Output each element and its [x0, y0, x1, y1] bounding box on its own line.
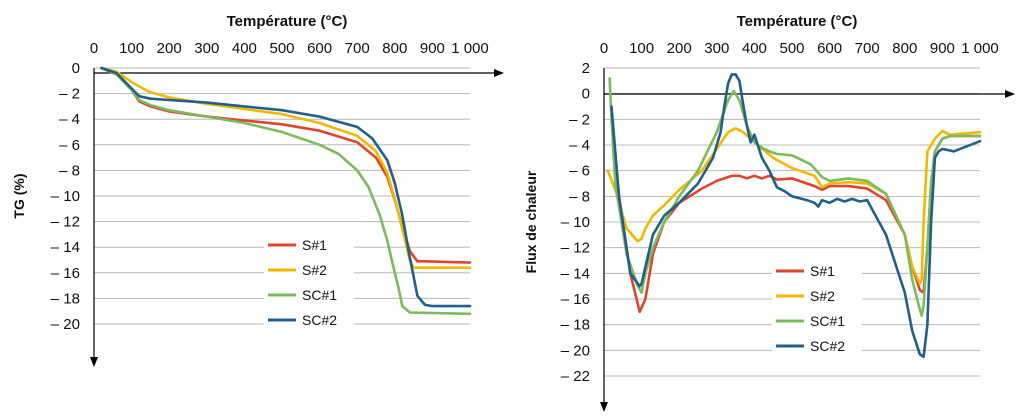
tg-series-line [100, 66, 472, 308]
tg-legend-label: SC#1 [302, 287, 337, 303]
tg-legend-bg [264, 235, 354, 255]
flux-x-tick-label: 0 [600, 40, 608, 57]
tg-y-tick-label: – 2 [59, 86, 80, 103]
tg-y-axis-arrow [90, 357, 98, 367]
flux-x-tick-label: 900 [930, 40, 955, 57]
flux-y-axis-label: Flux de chaleur [523, 170, 539, 273]
flux-legend-label: S#2 [810, 288, 835, 304]
tg-x-tick-label: 1 000 [451, 40, 489, 57]
tg-series-line [100, 66, 472, 316]
tg-legend-label: S#2 [302, 262, 327, 278]
flux-x-tick-label: 700 [855, 40, 880, 57]
tg-x-tick-label: 900 [420, 40, 445, 57]
tg-y-tick-label: – 18 [51, 290, 80, 307]
flux-legend-bg [772, 261, 862, 281]
flux-y-tick-label: 0 [582, 86, 590, 103]
tg-y-tick-label: – 20 [51, 316, 80, 333]
tg-y-tick-label: – 6 [59, 137, 80, 154]
tg-x-tick-label: 600 [307, 40, 332, 57]
flux-legend-bg [772, 286, 862, 306]
tg-legend: S#1 S#2 SC#1 SC#2 [264, 235, 354, 330]
tg-x-tick-label: 0 [90, 40, 98, 57]
flux-y-tick-label: – 8 [569, 188, 590, 205]
tg-x-tick-label: 100 [119, 40, 144, 57]
tg-y-tick-label: – 10 [51, 188, 80, 205]
tg-legend-bg [264, 285, 354, 305]
flux-y-tick-label: – 22 [561, 368, 590, 385]
flux-y-tick-label: – 10 [561, 214, 590, 231]
tg-y-tick-label: – 16 [51, 265, 80, 282]
flux-x-tick-label: 400 [742, 40, 767, 57]
flux-series-line [608, 77, 982, 318]
flux-y-tick-label: – 6 [569, 163, 590, 180]
flux-legend-bg [772, 336, 862, 356]
tg-chart-title: Température (°C) [227, 13, 348, 30]
tg-y-tick-label: – 12 [51, 214, 80, 231]
flux-y-tick-label: – 14 [561, 265, 590, 282]
flux-x-axis-arrow [1005, 90, 1015, 98]
tg-x-tick-label: 800 [382, 40, 407, 57]
flux-x-tick-label: 600 [817, 40, 842, 57]
tg-chart: 0 100 200 300 400 500 600 700 800 900 1 000 0 – 2 – 4… [11, 13, 504, 367]
flux-legend-label: SC#1 [810, 313, 845, 329]
flux-legend-bg [772, 311, 862, 331]
flux-x-tick-label: 200 [667, 40, 692, 57]
flux-x-tick-label: 500 [779, 40, 804, 57]
tg-y-tick-label: 0 [72, 60, 80, 77]
tg-x-tick-label: 500 [269, 40, 294, 57]
flux-y-tick-label: – 16 [561, 291, 590, 308]
flux-legend-label: SC#2 [810, 338, 845, 354]
tg-y-axis-label: TG (%) [11, 173, 27, 218]
flux-y-tick-label: – 18 [561, 317, 590, 334]
flux-legend: S#1 S#2 SC#1 SC#2 [772, 261, 862, 356]
tg-y-tick-label: – 14 [51, 239, 80, 256]
flux-x-tick-label: 300 [704, 40, 729, 57]
tg-x-axis-arrow [494, 69, 504, 77]
flux-x-tick-label: 1 000 [961, 40, 999, 57]
flux-series-line [606, 127, 982, 285]
flux-series-line [610, 73, 982, 359]
tg-x-tick-label: 400 [232, 40, 257, 57]
tg-y-tick-label: – 4 [59, 111, 80, 128]
tg-x-tick-label: 300 [194, 40, 219, 57]
tg-x-tick-label: 200 [157, 40, 182, 57]
flux-legend-label: S#1 [810, 263, 835, 279]
tg-series-line [100, 66, 472, 264]
tg-legend-bg [264, 260, 354, 280]
flux-y-tick-label: – 12 [561, 240, 590, 257]
tg-x-tick-label: 700 [345, 40, 370, 57]
flux-x-tick-label: 800 [892, 40, 917, 57]
flux-y-tick-label: – 4 [569, 137, 590, 154]
flux-chart-title: Température (°C) [737, 13, 858, 30]
flux-y-axis-arrow [600, 402, 608, 412]
tg-legend-label: SC#2 [302, 312, 337, 328]
flux-y-tick-label: – 2 [569, 111, 590, 128]
flux-y-tick-label: – 20 [561, 342, 590, 359]
flux-x-tick-label: 100 [629, 40, 654, 57]
tg-legend-bg [264, 310, 354, 330]
tg-legend-label: S#1 [302, 237, 327, 253]
flux-y-tick-label: 2 [582, 60, 590, 77]
tg-y-tick-label: – 8 [59, 162, 80, 179]
